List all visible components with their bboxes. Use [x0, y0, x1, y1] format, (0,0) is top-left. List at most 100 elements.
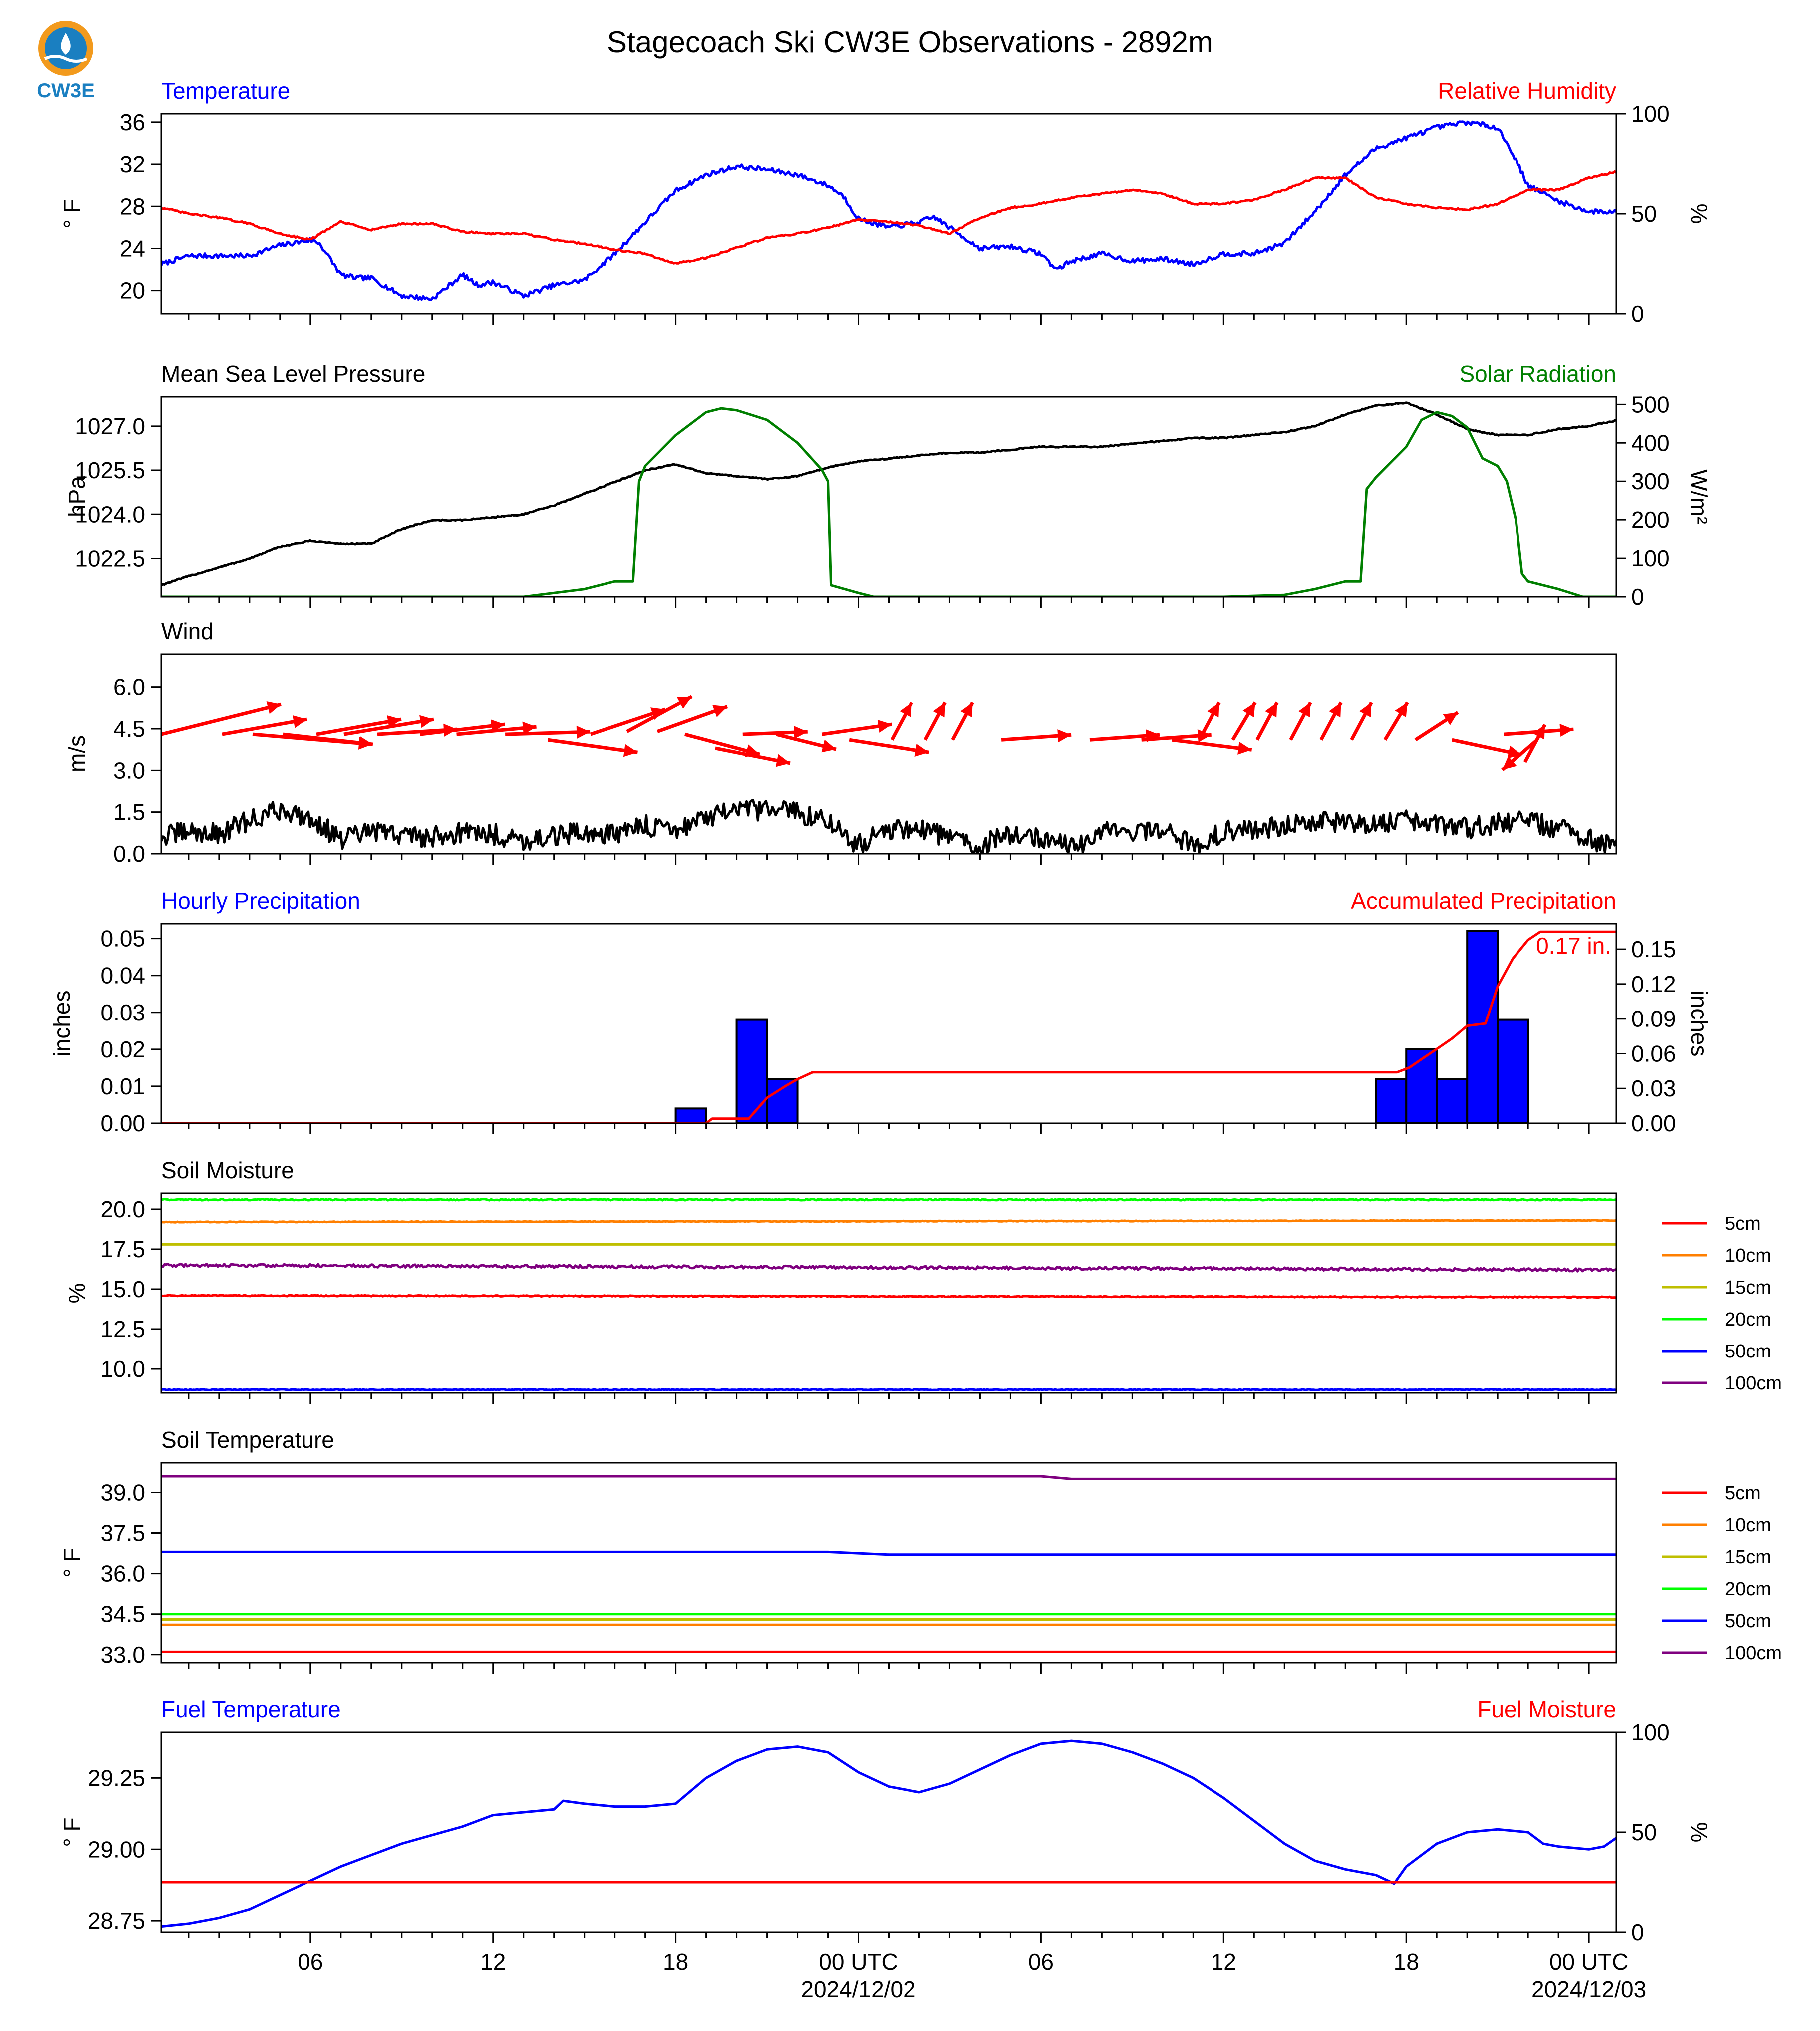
y-right-tick-label: 400: [1631, 430, 1670, 456]
panel-frame: [160, 1731, 1617, 1933]
plot-area: [161, 120, 1616, 301]
wind-arrow-head: [1237, 741, 1252, 755]
series-line-solar-radiation: [161, 407, 1616, 597]
series-line-50cm: [161, 1550, 1616, 1556]
wind-arrow-head: [794, 726, 808, 739]
y-left-tick-label: 37.5: [100, 1520, 145, 1546]
panel-title-left: Soil Moisture: [161, 1157, 294, 1183]
wind-arrow: [923, 701, 947, 741]
panel-wind: Wind 0.0 1.5 3.0 4.5 6.0 m/s: [64, 618, 1617, 867]
panel-fuel: Fuel Temperature Fuel Moisture 06 12 18 00 UT…: [59, 1696, 1712, 2002]
panel-frame: [160, 1192, 1617, 1394]
wind-arrow: [1414, 711, 1459, 742]
wind-arrow-head: [877, 720, 892, 733]
y-left-tick-label: 4.5: [113, 716, 145, 742]
y-right-tick-label: 50: [1631, 1819, 1657, 1845]
wind-arrow: [1350, 701, 1373, 741]
legend-label: 20cm: [1725, 1309, 1771, 1330]
y-right-tick-label: 0: [1631, 584, 1644, 610]
wind-arrow-head: [1359, 702, 1372, 718]
y-left-tick-label: 10.0: [100, 1356, 145, 1382]
wind-arrow-head: [358, 736, 373, 750]
logo-wave-icon: [44, 55, 88, 63]
wind-arrow-head: [1559, 724, 1574, 737]
y-right-tick-label: 0.06: [1631, 1040, 1676, 1066]
y-right-tick-label: 0.03: [1631, 1075, 1676, 1101]
series-line-50cm: [161, 1388, 1616, 1391]
logo-drop-icon: [61, 33, 71, 55]
wind-arrow: [1255, 701, 1279, 741]
y-right-tick-label: 0: [1631, 301, 1644, 327]
y-left-tick-label: 15.0: [100, 1276, 145, 1302]
panel-title-right: Solar Radiation: [1459, 361, 1616, 387]
y-left-tick-label: 1022.5: [75, 546, 145, 572]
panel-pressure-solar: Mean Sea Level Pressure Solar Radiation 10…: [64, 361, 1712, 610]
legend-label: 20cm: [1725, 1579, 1771, 1600]
wind-arrow: [548, 738, 638, 757]
series-line-100cm: [161, 1475, 1616, 1480]
legend-label: 100cm: [1725, 1643, 1782, 1664]
legend-label: 50cm: [1725, 1341, 1771, 1362]
wind-arrow-head: [1298, 702, 1311, 718]
wind-arrow: [343, 715, 434, 736]
wind-arrow-head: [576, 725, 591, 739]
wind-arrow-head: [293, 715, 307, 728]
wind-arrow-head: [419, 715, 434, 728]
y-left-tick-label: 1025.5: [75, 457, 145, 483]
y-right-label: inches: [1686, 991, 1712, 1057]
y-right-tick-label: 0.15: [1631, 936, 1676, 962]
wind-arrow: [1523, 724, 1547, 763]
y-left-tick-label: 29.25: [88, 1765, 145, 1791]
panel-frame: [160, 653, 1617, 855]
y-left-tick-label: 33.0: [100, 1642, 145, 1668]
wind-arrow-head: [1443, 712, 1458, 725]
y-left-tick-label: 36: [120, 109, 145, 135]
legend-label: 15cm: [1725, 1547, 1771, 1568]
precip-bar: [1375, 1078, 1408, 1123]
legend-label: 10cm: [1725, 1515, 1771, 1536]
wind-arrow-shaft: [222, 717, 307, 736]
y-right-tick-label: 200: [1631, 507, 1670, 533]
wind-arrow: [505, 725, 591, 739]
panel-frame: [160, 396, 1617, 598]
y-right-tick-label: 0.00: [1631, 1110, 1676, 1136]
wind-arrow-head: [1242, 702, 1255, 718]
x-tick-label: 12: [1211, 1949, 1236, 1975]
series-line-5cm: [161, 1294, 1616, 1299]
wind-arrow-shaft: [161, 702, 282, 736]
wind-arrow: [222, 715, 307, 736]
y-right-tick-label: 300: [1631, 468, 1670, 494]
x-tick-date-label: 2024/12/03: [1531, 1976, 1646, 2002]
panel-title-left: Mean Sea Level Pressure: [161, 361, 425, 387]
y-left-tick-label: 0.00: [100, 1110, 145, 1136]
x-tick-label: 18: [1394, 1949, 1419, 1975]
y-left-tick-label: 0.04: [100, 963, 145, 989]
panel-temp-rh: Temperature Relative Humidity 20 24 28 32 36 ° …: [59, 78, 1712, 327]
wind-arrow-shaft: [548, 738, 638, 754]
y-left-label: ° F: [59, 1548, 85, 1577]
wind-arrow: [626, 695, 693, 733]
wind-arrow: [656, 705, 728, 733]
legend: 5cm 10cm 15cm 20cm 50cm 100cm: [1662, 1483, 1782, 1664]
wind-arrow-head: [1207, 702, 1219, 718]
y-left-tick-label: 24: [120, 235, 145, 261]
wind-arrow-shaft: [283, 732, 373, 746]
y-left-tick-label: 36.0: [100, 1561, 145, 1587]
y-left-tick-label: 20.0: [100, 1196, 145, 1222]
y-left-tick-label: 12.5: [100, 1316, 145, 1342]
y-left-tick-label: 3.0: [113, 757, 145, 783]
y-left-tick-label: 28: [120, 193, 145, 219]
series-line-fuel-temperature: [161, 1739, 1616, 1928]
logo-text: CW3E: [37, 80, 95, 102]
wind-arrow-shaft: [316, 717, 402, 736]
y-left-tick-label: 32: [120, 151, 145, 177]
wind-arrow: [1383, 701, 1409, 741]
wind-arrow-head: [522, 721, 537, 735]
x-tick-label: 00 UTC: [1549, 1949, 1628, 1975]
y-left-tick-label: 28.75: [88, 1908, 145, 1934]
wind-arrow: [776, 732, 837, 753]
y-left-label: inches: [49, 991, 75, 1057]
plot-area: [161, 930, 1616, 1123]
